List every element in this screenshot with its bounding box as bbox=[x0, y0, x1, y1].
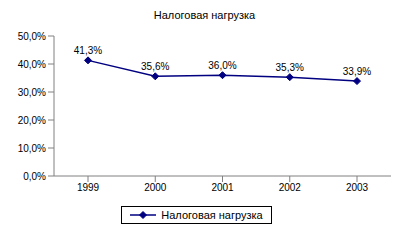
html-text:Налоговая нагрузка: Налоговая нагрузка bbox=[153, 9, 256, 21]
svg-text:35,6%: 35,6% bbox=[141, 61, 169, 72]
svg-text:2003: 2003 bbox=[346, 182, 369, 193]
html-text:Налоговая нагрузка: Налоговая нагрузка bbox=[161, 209, 263, 221]
svg-text:40,0%: 40,0% bbox=[18, 59, 46, 70]
svg-text:2002: 2002 bbox=[279, 182, 302, 193]
svg-text:20,0%: 20,0% bbox=[18, 115, 46, 126]
svg-text:50,0%: 50,0% bbox=[18, 31, 46, 42]
svg-text:41,3%: 41,3% bbox=[74, 45, 102, 56]
svg-text:1999: 1999 bbox=[77, 182, 100, 193]
svg-text:35,3%: 35,3% bbox=[276, 62, 304, 73]
svg-text:0,0%: 0,0% bbox=[23, 171, 46, 182]
svg-text:2001: 2001 bbox=[211, 182, 234, 193]
svg-text:30,0%: 30,0% bbox=[18, 87, 46, 98]
svg-text:10,0%: 10,0% bbox=[18, 143, 46, 154]
svg-text:36,0%: 36,0% bbox=[208, 60, 236, 71]
svg-text:33,9%: 33,9% bbox=[343, 66, 371, 77]
svg-text:2000: 2000 bbox=[144, 182, 167, 193]
